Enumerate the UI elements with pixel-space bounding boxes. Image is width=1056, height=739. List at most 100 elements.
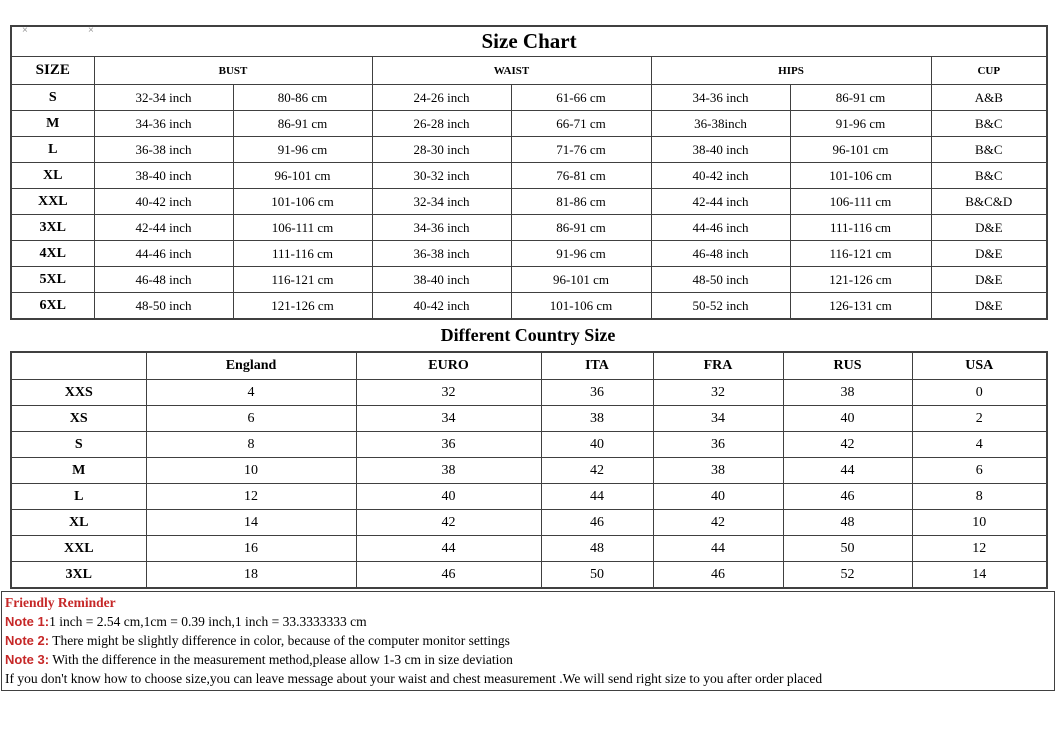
table-row: M 34-36 inch 86-91 cm 26-28 inch 66-71 cm 36-… <box>10 110 1048 137</box>
table-row: L 12 40 44 40 46 8 <box>10 483 1048 510</box>
table-cell: 76-81 cm <box>510 162 652 189</box>
table-cell: D&E <box>930 266 1048 293</box>
table-cell: 36 <box>652 431 784 458</box>
table-cell: 40 <box>652 483 784 510</box>
column-header-ita: ITA <box>540 351 654 380</box>
column-header-rus: RUS <box>782 351 913 380</box>
table-cell: 26-28 inch <box>371 110 512 137</box>
table-cell: D&E <box>930 214 1048 241</box>
row-size-label: XS <box>10 405 147 432</box>
row-size-label: L <box>10 136 95 163</box>
table-cell: 40-42 inch <box>371 292 512 320</box>
country-size-header-row: England EURO ITA FRA RUS USA <box>10 351 1048 380</box>
table-row: 6XL 48-50 inch 121-126 cm 40-42 inch 101-106… <box>10 292 1048 320</box>
table-cell: 28-30 inch <box>371 136 512 163</box>
size-chart-body: S 32-34 inch 80-86 cm 24-26 inch 61-66 cm 34-… <box>10 84 1048 320</box>
table-cell: 40-42 inch <box>93 188 234 215</box>
table-cell: 14 <box>911 561 1048 589</box>
table-cell: 16 <box>145 535 357 562</box>
table-cell: 48-50 inch <box>650 266 791 293</box>
table-cell: 34-36 inch <box>93 110 234 137</box>
table-row: L 36-38 inch 91-96 cm 28-30 inch 71-76 cm 38-… <box>10 136 1048 163</box>
table-cell: 50-52 inch <box>650 292 791 320</box>
column-header-england: England <box>145 351 357 380</box>
table-cell: 12 <box>145 483 357 510</box>
table-cell: 46 <box>652 561 784 589</box>
country-size-head: England EURO ITA FRA RUS USA <box>10 351 1048 380</box>
table-cell: 86-91 cm <box>232 110 373 137</box>
table-cell: D&E <box>930 292 1048 320</box>
table-cell: 40 <box>540 431 654 458</box>
table-cell: 18 <box>145 561 357 589</box>
column-header-waist: WAIST <box>371 56 652 85</box>
table-cell: 44-46 inch <box>650 214 791 241</box>
table-cell: 91-96 cm <box>510 240 652 267</box>
table-cell: 44 <box>782 457 913 484</box>
table-cell: 116-121 cm <box>789 240 932 267</box>
table-cell: 36-38 inch <box>93 136 234 163</box>
table-cell: 48 <box>540 535 654 562</box>
table-cell: 8 <box>911 483 1048 510</box>
table-cell: 34-36 inch <box>371 214 512 241</box>
table-cell: 40 <box>355 483 542 510</box>
stray-mark: × <box>88 25 94 36</box>
row-size-label: 5XL <box>10 266 95 293</box>
country-size-body: XXS 4 32 36 32 38 0 XS 6 34 38 34 40 2 S 8 36 40 36 42 4 M 10 3… <box>10 379 1048 589</box>
table-cell: 111-116 cm <box>232 240 373 267</box>
table-cell: B&C <box>930 110 1048 137</box>
table-cell: 32 <box>355 379 542 406</box>
table-cell: 44 <box>355 535 542 562</box>
table-cell: 46 <box>540 509 654 536</box>
note-1-text: 1 inch = 2.54 cm,1cm = 0.39 inch,1 inch … <box>49 614 367 629</box>
table-row: S 32-34 inch 80-86 cm 24-26 inch 61-66 cm 34-… <box>10 84 1048 111</box>
table-cell: 126-131 cm <box>789 292 932 320</box>
table-cell: 10 <box>911 509 1048 536</box>
table-cell: 44-46 inch <box>93 240 234 267</box>
table-row: XXL 16 44 48 44 50 12 <box>10 535 1048 562</box>
note-2: Note 2: There might be slightly differen… <box>5 631 1051 650</box>
table-cell: 36 <box>355 431 542 458</box>
row-size-label: S <box>10 431 147 458</box>
table-cell: 42 <box>540 457 654 484</box>
table-cell: B&C&D <box>930 188 1048 215</box>
table-cell: 48 <box>782 509 913 536</box>
friendly-reminder-box: Friendly Reminder Note 1:1 inch = 2.54 c… <box>1 591 1055 691</box>
table-cell: 91-96 cm <box>232 136 373 163</box>
table-row: XL 38-40 inch 96-101 cm 30-32 inch 76-81 cm 4… <box>10 162 1048 189</box>
table-cell: 48-50 inch <box>93 292 234 320</box>
table-cell: 10 <box>145 457 357 484</box>
table-row: XXL 40-42 inch 101-106 cm 32-34 inch 81-86 c… <box>10 188 1048 215</box>
table-cell: 46-48 inch <box>650 240 791 267</box>
table-cell: 46 <box>782 483 913 510</box>
table-cell: 86-91 cm <box>510 214 652 241</box>
table-cell: 34-36 inch <box>650 84 791 111</box>
size-help-footer: If you don't know how to choose size,you… <box>5 671 823 686</box>
note-3-text: With the difference in the measurement m… <box>49 652 513 667</box>
column-header-size: SIZE <box>10 56 95 85</box>
table-row: 3XL 18 46 50 46 52 14 <box>10 561 1048 589</box>
table-cell: 32-34 inch <box>371 188 512 215</box>
table-cell: 36-38 inch <box>371 240 512 267</box>
table-row: XXS 4 32 36 32 38 0 <box>10 379 1048 406</box>
table-cell: 24-26 inch <box>371 84 512 111</box>
table-cell: 50 <box>782 535 913 562</box>
table-cell: 8 <box>145 431 357 458</box>
table-cell: 42 <box>652 509 784 536</box>
note-1: Note 1:1 inch = 2.54 cm,1cm = 0.39 inch,… <box>5 612 1051 631</box>
note-2-text: There might be slightly difference in co… <box>49 633 510 648</box>
table-cell: 101-106 cm <box>510 292 652 320</box>
size-chart-title-row: Size Chart <box>10 25 1048 57</box>
table-cell: 6 <box>911 457 1048 484</box>
row-size-label: 3XL <box>10 561 147 589</box>
table-cell: 32 <box>652 379 784 406</box>
column-header-euro: EURO <box>355 351 542 380</box>
table-cell: 38-40 inch <box>650 136 791 163</box>
table-cell: 4 <box>911 431 1048 458</box>
row-size-label: XXL <box>10 188 95 215</box>
table-cell: 36 <box>540 379 654 406</box>
table-row: XS 6 34 38 34 40 2 <box>10 405 1048 432</box>
table-cell: 38-40 inch <box>93 162 234 189</box>
table-cell: 46-48 inch <box>93 266 234 293</box>
table-cell: 34 <box>355 405 542 432</box>
table-cell: 36-38inch <box>650 110 791 137</box>
